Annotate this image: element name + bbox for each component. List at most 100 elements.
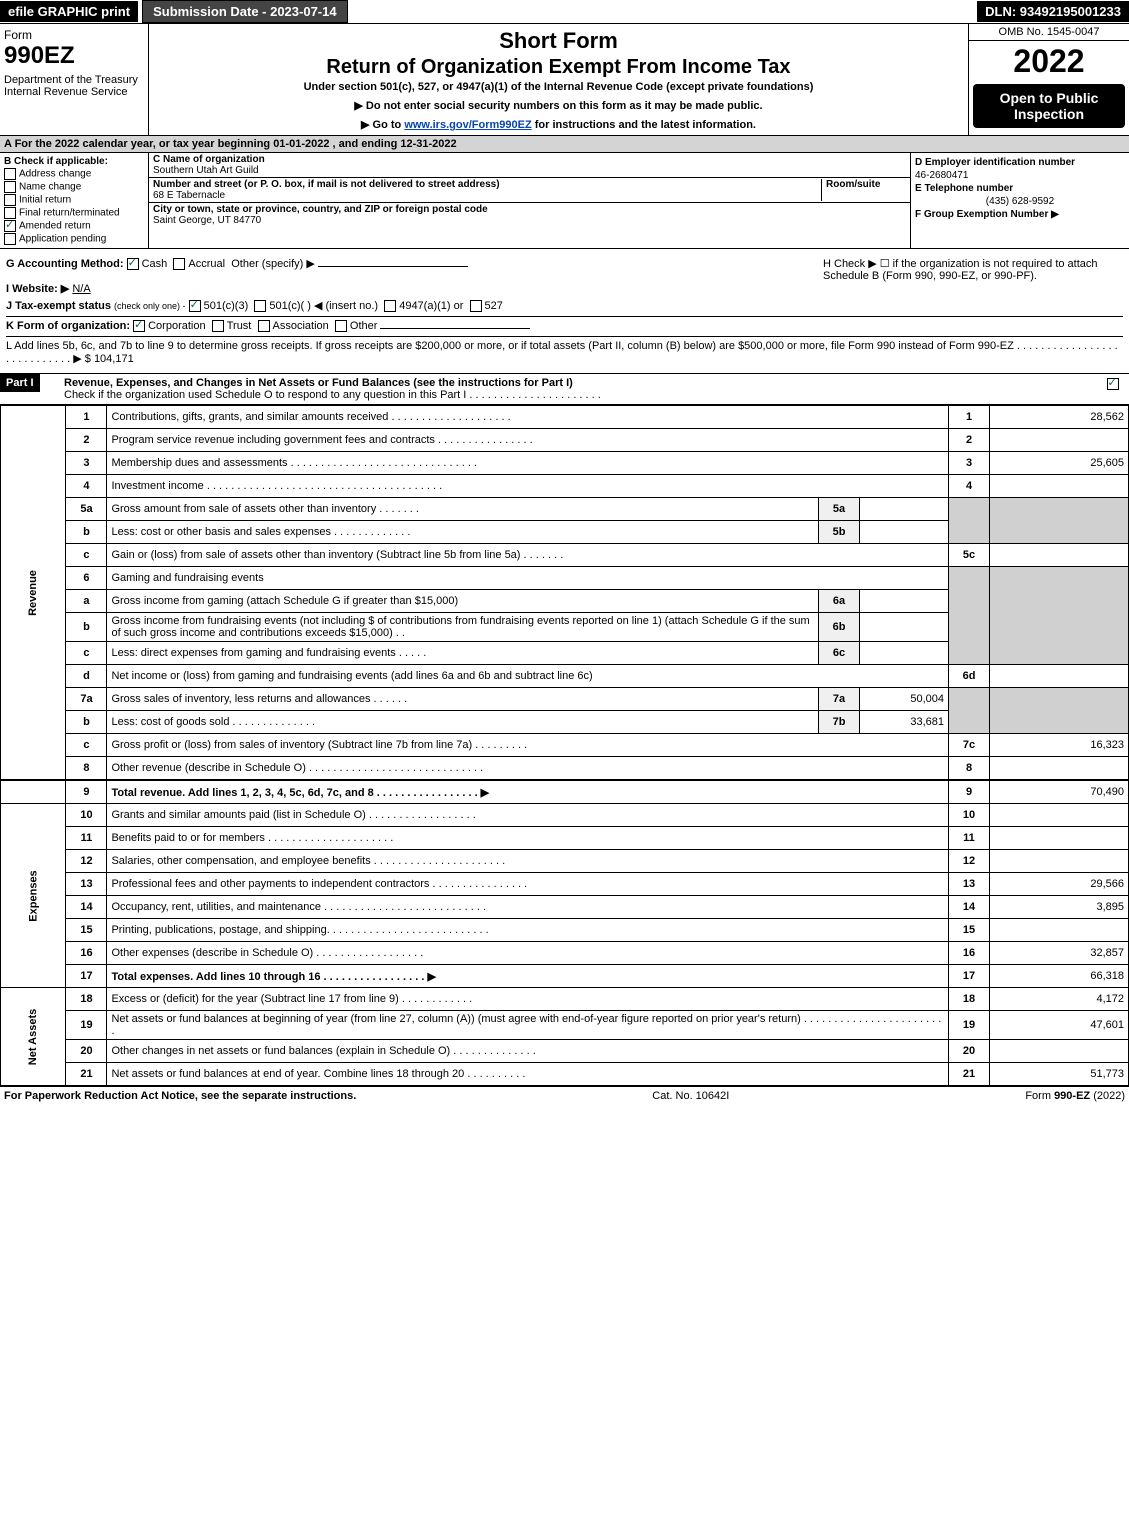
part-i-label: Part I [0,374,40,392]
l5a-desc: Gross amount from sale of assets other t… [107,498,819,521]
other-specify-line [318,266,468,267]
d-tel-label: E Telephone number [915,183,1125,194]
chk-accrual[interactable] [173,258,185,270]
l-text: L Add lines 5b, 6c, and 7b to line 9 to … [6,340,1118,365]
l13-rnum: 13 [949,873,990,896]
l7b-num: b [66,711,107,734]
l5b-sval [860,521,949,544]
l6b-snum: 6b [819,613,860,642]
k-label: K Form of organization: [6,320,130,332]
top-bar: efile GRAPHIC print Submission Date - 20… [0,0,1129,24]
c-street-val: 68 E Tabernacle [153,190,225,201]
footer-left: For Paperwork Reduction Act Notice, see … [4,1090,356,1102]
chk-address-change[interactable] [4,168,16,180]
l6b-num: b [66,613,107,642]
l12-desc: Salaries, other compensation, and employ… [107,850,949,873]
footer-right: Form 990-EZ (2022) [1025,1090,1125,1102]
l14-num: 14 [66,896,107,919]
chk-501c[interactable] [254,300,266,312]
l5c-desc: Gain or (loss) from sale of assets other… [107,544,949,567]
chk-part-i-scho[interactable] [1107,378,1119,390]
col-c: C Name of organization Southern Utah Art… [149,153,911,248]
header-right: OMB No. 1545-0047 2022 Open to Public In… [968,24,1129,135]
chk-4947[interactable] [384,300,396,312]
l19-rnum: 19 [949,1011,990,1040]
l2-rval [990,429,1129,452]
header-center: Short Form Return of Organization Exempt… [149,24,968,135]
lbl-name-change: Name change [19,182,81,193]
l21-rval: 51,773 [990,1063,1129,1086]
l4-desc: Investment income . . . . . . . . . . . … [107,475,949,498]
l18-num: 18 [66,988,107,1011]
form-title: Return of Organization Exempt From Incom… [153,56,964,79]
l12-num: 12 [66,850,107,873]
lbl-corp: Corporation [148,320,205,332]
l6a-num: a [66,590,107,613]
chk-501c3[interactable] [189,300,201,312]
netassets-sidelabel: Net Assets [1,988,66,1086]
l10-desc: Grants and similar amounts paid (list in… [107,804,949,827]
c-name-val: Southern Utah Art Guild [153,165,259,176]
l3-num: 3 [66,452,107,475]
l17-desc: Total expenses. Add lines 10 through 16 … [107,965,949,988]
lbl-pending: Application pending [19,234,106,245]
l2-rnum: 2 [949,429,990,452]
chk-assoc[interactable] [258,320,270,332]
lbl-527: 527 [485,300,503,312]
chk-initial[interactable] [4,194,16,206]
l6-num: 6 [66,567,107,590]
chk-corp[interactable] [133,320,145,332]
l8-desc: Other revenue (describe in Schedule O) .… [107,757,949,781]
l3-rval: 25,605 [990,452,1129,475]
c-room-label: Room/suite [826,179,880,190]
l9-rval: 70,490 [990,780,1129,804]
l6c-sval [860,642,949,665]
lbl-kother: Other [350,320,378,332]
chk-kother[interactable] [335,320,347,332]
part-i-check: Check if the organization used Schedule … [64,389,601,401]
l12-rnum: 12 [949,850,990,873]
note-ssn: ▶ Do not enter social security numbers o… [153,99,964,112]
part-i-title: Revenue, Expenses, and Changes in Net As… [64,377,573,389]
efile-print-button[interactable]: efile GRAPHIC print [0,1,138,22]
l13-desc: Professional fees and other payments to … [107,873,949,896]
l21-rnum: 21 [949,1063,990,1086]
l5a-snum: 5a [819,498,860,521]
d-ein-val: 46-2680471 [915,170,1125,181]
lbl-other: Other (specify) ▶ [231,258,315,270]
l5c-rnum: 5c [949,544,990,567]
l6-rshade [949,567,990,665]
chk-pending[interactable] [4,233,16,245]
lbl-initial: Initial return [19,195,71,206]
d-tel-val: (435) 628-9592 [915,196,1125,207]
chk-trust[interactable] [212,320,224,332]
l20-num: 20 [66,1040,107,1063]
dln: DLN: 93492195001233 [977,1,1129,22]
chk-amended[interactable] [4,220,16,232]
l6a-snum: 6a [819,590,860,613]
l6d-rval [990,665,1129,688]
c-name-label: C Name of organization [153,154,265,165]
l11-rnum: 11 [949,827,990,850]
d-ein-label: D Employer identification number [915,157,1125,168]
col-d: D Employer identification number 46-2680… [911,153,1129,248]
l7c-desc: Gross profit or (loss) from sales of inv… [107,734,949,757]
irs-link[interactable]: www.irs.gov/Form990EZ [404,119,531,131]
l7b-snum: 7b [819,711,860,734]
l14-rval: 3,895 [990,896,1129,919]
chk-name-change[interactable] [4,181,16,193]
chk-527[interactable] [470,300,482,312]
section-b-c-d: B Check if applicable: Address change Na… [0,153,1129,249]
chk-cash[interactable] [127,258,139,270]
l5c-num: c [66,544,107,567]
l21-desc: Net assets or fund balances at end of ye… [107,1063,949,1086]
j-label: J Tax-exempt status [6,300,111,312]
lbl-address-change: Address change [19,169,91,180]
col-b: B Check if applicable: Address change Na… [0,153,149,248]
lbl-final: Final return/terminated [19,208,120,219]
rev-end-spacer [1,780,66,804]
l2-desc: Program service revenue including govern… [107,429,949,452]
l16-rnum: 16 [949,942,990,965]
l7a-snum: 7a [819,688,860,711]
l7a-num: 7a [66,688,107,711]
